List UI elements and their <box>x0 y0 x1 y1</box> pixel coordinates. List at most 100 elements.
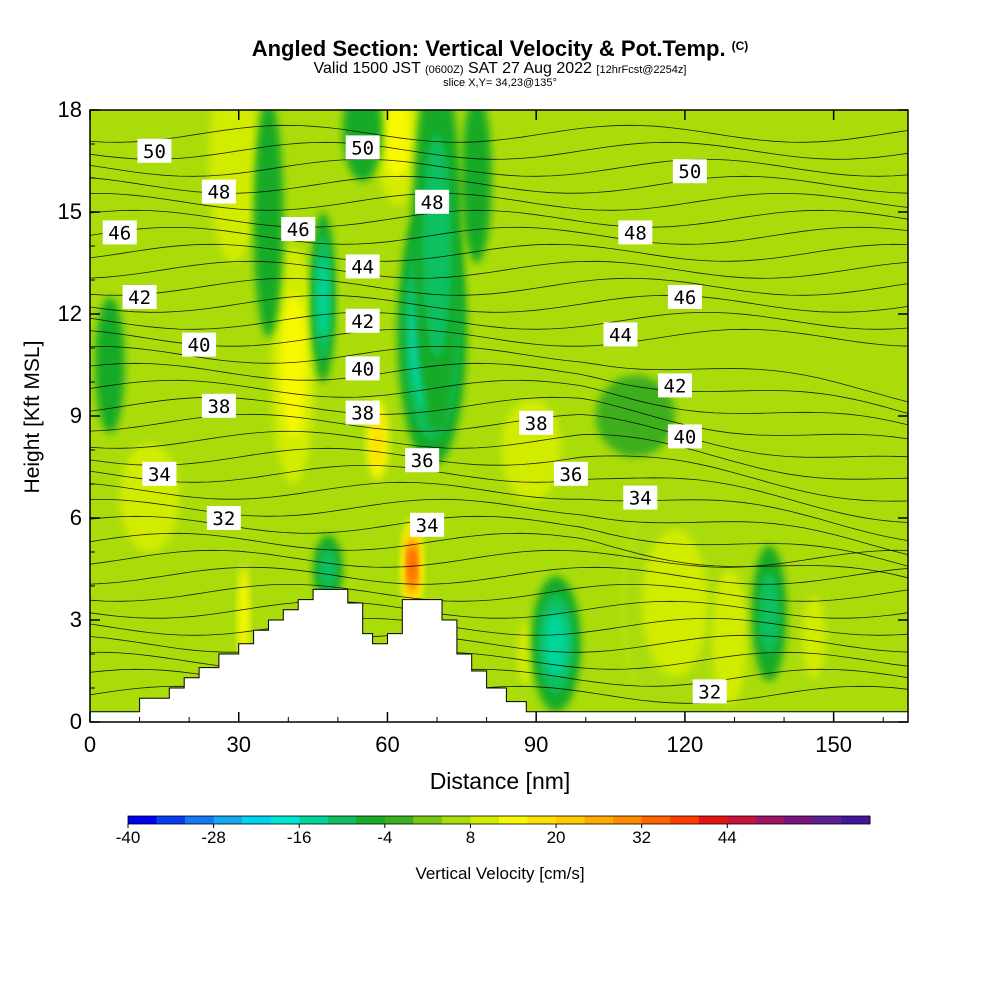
colorbar-swatch <box>527 816 557 824</box>
contour-label-box <box>519 410 554 435</box>
colorbar-swatch <box>613 816 643 824</box>
contour-label-text: 36 <box>559 464 582 486</box>
contour-label-box <box>345 135 380 160</box>
theta-contour <box>90 532 908 579</box>
contour-label-box <box>201 393 236 418</box>
contour-label-box <box>122 285 157 309</box>
contour-label-box <box>102 220 137 245</box>
colorbar-swatch <box>270 816 300 824</box>
y-tick-label: 6 <box>69 505 82 530</box>
theta-contour <box>90 584 908 602</box>
slice-info: slice X,Y= 34,23@135° <box>443 77 557 89</box>
y-tick-label: 0 <box>69 709 82 734</box>
vv-cell <box>253 110 284 338</box>
theta-contour <box>90 566 908 585</box>
contour-label: 46 <box>667 285 702 309</box>
theta-contour <box>90 346 908 403</box>
colorbar-tick-label: -28 <box>201 828 226 847</box>
chart-title: Angled Section: Vertical Velocity & Pot.… <box>251 36 749 61</box>
contour-label: 42 <box>657 373 692 398</box>
theta-contour <box>90 379 908 426</box>
theta-contour <box>90 328 908 347</box>
y-tick-label: 12 <box>57 301 82 326</box>
colorbar-swatch <box>727 816 757 824</box>
theta-contour <box>90 600 908 619</box>
contour-label-text: 42 <box>351 311 374 333</box>
theta-contour <box>90 209 908 228</box>
contour-label-text: 40 <box>673 426 696 448</box>
contour-label-text: 46 <box>108 222 131 244</box>
contour-label: 32 <box>692 679 727 704</box>
colorbar-swatch <box>670 816 700 824</box>
theta-contour <box>90 277 908 296</box>
vv-cell <box>801 596 826 678</box>
contour-label: 46 <box>281 217 316 241</box>
vv-cell <box>595 375 675 457</box>
contour-label: 32 <box>206 506 241 530</box>
theta-contour <box>90 141 908 160</box>
contour-label: 38 <box>519 410 554 435</box>
contour-label-box <box>281 217 316 241</box>
contour-label-box <box>667 285 702 309</box>
colorbar-swatch <box>128 816 158 824</box>
cross-section-plot: 50 50 50 48 48 48 46 46 46 44 44 42 42 42 40 40 40 38 38 38… <box>89 109 909 723</box>
contour-label: 34 <box>623 485 658 510</box>
contour-label-box <box>345 308 380 333</box>
colorbar-swatch <box>556 816 586 824</box>
vv-cell <box>517 623 536 685</box>
colorbar-swatch <box>499 816 529 824</box>
contour-label: 40 <box>182 332 217 357</box>
theta-contour <box>90 124 908 143</box>
x-tick-label: 30 <box>226 732 251 757</box>
colorbar-swatch <box>384 816 414 824</box>
contour-label-text: 34 <box>148 464 171 486</box>
title-units-tag: (C) <box>731 39 749 53</box>
x-axis-label: Distance [nm] <box>429 768 571 794</box>
contour-label-text: 50 <box>351 137 374 159</box>
y-tick-label: 15 <box>57 199 82 224</box>
contour-label: 50 <box>137 138 172 163</box>
theta-contour <box>90 634 908 653</box>
contour-label-box <box>553 461 588 486</box>
contour-label-text: 50 <box>143 141 166 163</box>
contour-label-text: 44 <box>351 256 374 278</box>
colorbar-swatch <box>299 816 329 824</box>
colorbar-tick-label: 44 <box>717 828 737 847</box>
contour-label: 36 <box>553 461 588 486</box>
contour-label: 44 <box>603 322 638 347</box>
contour-label-box <box>345 400 380 425</box>
colorbar-tick-label: 20 <box>546 828 566 847</box>
contour-label-box <box>623 485 658 510</box>
colorbar-swatch <box>413 816 443 824</box>
x-tick-label: 90 <box>523 732 549 757</box>
colorbar-tick-label: -40 <box>115 828 141 847</box>
vv-cell <box>279 293 307 437</box>
valid-time-line: Valid 1500 JST (0600Z) SAT 27 Aug 2022 [… <box>313 60 687 77</box>
contour-label: 38 <box>201 393 236 418</box>
colorbar-label: Vertical Velocity [cm/s] <box>415 864 585 883</box>
contour-label-box <box>672 159 707 184</box>
contour-label-text: 34 <box>416 515 439 537</box>
colorbar-swatch <box>213 816 243 824</box>
vv-cell <box>237 565 250 668</box>
contour-label: 50 <box>672 159 707 184</box>
x-tick-label: 120 <box>666 732 704 757</box>
contour-label-text: 48 <box>421 192 444 214</box>
x-tick-label: 60 <box>375 732 400 757</box>
colorbar-swatch <box>641 816 671 824</box>
contour-label: 42 <box>345 308 380 333</box>
contour-label-box <box>667 424 702 449</box>
theta-contour <box>90 226 908 245</box>
y-tick-label: 9 <box>69 403 82 428</box>
colorbar-swatch <box>327 816 357 824</box>
contour-label-text: 40 <box>188 335 211 357</box>
contour-label-text: 38 <box>207 396 230 418</box>
theta-contour <box>90 193 908 211</box>
contour-label-text: 42 <box>128 287 151 309</box>
contour-label-box <box>692 679 727 704</box>
colorbar-tick-label: 32 <box>632 828 652 847</box>
contour-label-box <box>345 254 380 279</box>
colorbar-swatch <box>812 816 842 824</box>
contour-label-box <box>415 189 450 214</box>
colorbar-swatch <box>755 816 785 824</box>
